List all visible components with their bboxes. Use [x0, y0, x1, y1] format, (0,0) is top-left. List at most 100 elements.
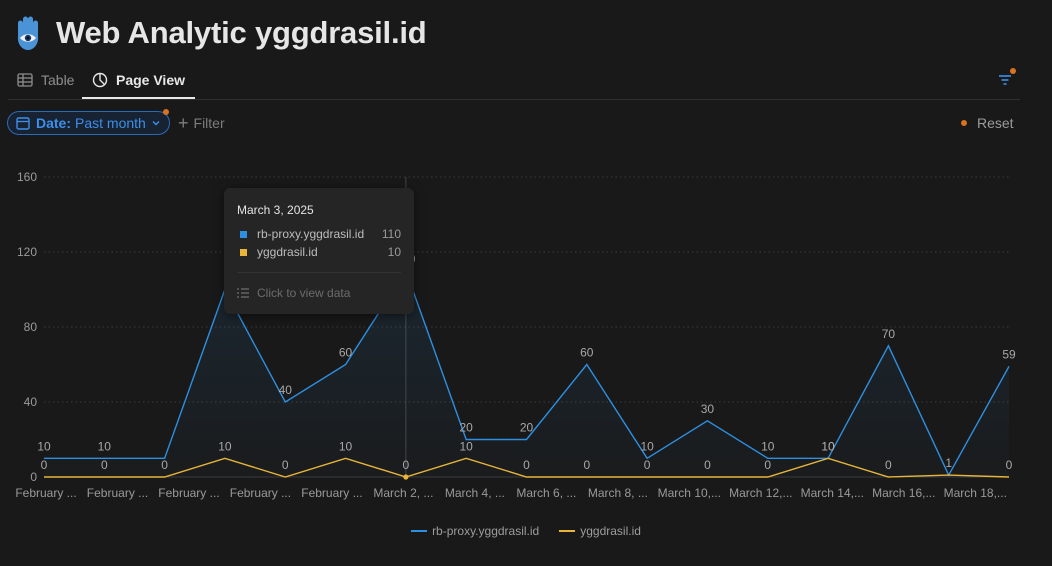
- reset-label: Reset: [977, 115, 1014, 131]
- x-tick-label: March 6, ...: [516, 486, 576, 500]
- series-line: [44, 269, 1010, 477]
- y-tick-label: 40: [24, 395, 38, 409]
- x-tick-label: February ...: [15, 486, 76, 500]
- filter-lines-icon: [999, 75, 1011, 85]
- chart-series: 1010406011020206010301010701590001001001…: [37, 252, 1016, 480]
- series-area: [44, 270, 1009, 477]
- legend-label: rb-proxy.yggdrasil.id: [432, 524, 540, 538]
- legend-item[interactable]: rb-proxy.yggdrasil.id: [411, 524, 539, 538]
- tooltip-series-value: 10: [387, 245, 401, 259]
- tab-table-label: Table: [41, 72, 75, 88]
- tab-table[interactable]: Table: [17, 62, 74, 98]
- add-filter-label: Filter: [193, 115, 225, 131]
- chart-tooltip: March 3, 2025 rb-proxy.yggdrasil.id 110 …: [224, 188, 414, 314]
- date-filter-chip[interactable]: Date: Past month: [7, 109, 170, 135]
- x-tick-label: March 16,...: [872, 486, 935, 500]
- data-label: 40: [279, 383, 293, 397]
- plus-icon: +: [178, 113, 189, 133]
- data-label: 0: [282, 458, 289, 472]
- list-icon: [237, 288, 249, 298]
- data-label: 10: [37, 439, 51, 453]
- x-tick-label: March 10,...: [658, 486, 721, 500]
- date-filter-value: Past month: [75, 115, 146, 131]
- data-label: 20: [460, 421, 474, 435]
- calendar-icon: [16, 117, 30, 130]
- page-header: Web Analytic yggdrasil.id: [12, 10, 427, 56]
- tooltip-row: yggdrasil.id 10: [240, 244, 401, 260]
- chart-x-axis: February ... February ... February ... Febr…: [15, 486, 1007, 500]
- series-hover-point: [403, 474, 409, 480]
- tooltip-row: rb-proxy.yggdrasil.id 110: [240, 226, 401, 242]
- filter-changed-dot: [163, 109, 169, 115]
- data-label: 10: [821, 439, 835, 453]
- x-tick-label: February ...: [87, 486, 148, 500]
- data-label: 1: [945, 456, 952, 470]
- data-label: 0: [1006, 458, 1013, 472]
- data-label: 60: [339, 346, 353, 360]
- data-label: 0: [583, 458, 590, 472]
- data-label: 10: [460, 439, 474, 453]
- view-tabs: Table Page View: [8, 62, 1020, 100]
- chart-legend: rb-proxy.yggdrasil.id yggdrasil.id: [0, 524, 1052, 538]
- series-line: [44, 457, 1010, 478]
- data-label: 30: [701, 402, 715, 416]
- tooltip-series-name: rb-proxy.yggdrasil.id: [257, 227, 365, 241]
- y-tick-label: 80: [24, 320, 38, 334]
- tooltip-series-value: 110: [381, 227, 401, 241]
- reset-indicator-dot: [961, 120, 967, 126]
- data-label: 0: [764, 458, 771, 472]
- legend-swatch: [559, 530, 576, 532]
- data-label: 10: [761, 439, 775, 453]
- click-to-view-data[interactable]: Click to view data: [237, 286, 350, 300]
- data-label: 10: [640, 439, 654, 453]
- pie-chart-icon: [92, 72, 108, 88]
- data-label: 0: [403, 458, 410, 472]
- table-icon: [17, 73, 33, 87]
- hamsa-eye-icon: [17, 16, 39, 50]
- data-label: 0: [161, 458, 168, 472]
- x-tick-label: March 12,...: [729, 486, 792, 500]
- x-tick-label: March 18,...: [944, 486, 1007, 500]
- data-label: 0: [704, 458, 711, 472]
- tooltip-action-label: Click to view data: [257, 286, 351, 300]
- y-tick-label: 160: [17, 170, 37, 184]
- reset-button[interactable]: Reset: [961, 113, 1014, 133]
- tooltip-divider: [237, 272, 401, 273]
- x-tick-label: March 14,...: [801, 486, 864, 500]
- x-tick-label: March 8, ...: [588, 486, 648, 500]
- active-indicator-dot: [1010, 68, 1016, 74]
- x-tick-label: February ...: [158, 486, 219, 500]
- data-label: 0: [101, 458, 108, 472]
- data-label: 0: [885, 458, 892, 472]
- x-tick-label: March 4, ...: [445, 486, 505, 500]
- page-title: Web Analytic yggdrasil.id: [56, 15, 427, 50]
- data-label: 60: [580, 346, 594, 360]
- data-label: 10: [98, 439, 112, 453]
- data-label: 59: [1002, 347, 1016, 361]
- tab-page-view[interactable]: Page View: [82, 62, 196, 99]
- x-tick-label: March 2, ...: [373, 486, 433, 500]
- tooltip-date: March 3, 2025: [237, 203, 314, 217]
- data-label: 10: [218, 439, 232, 453]
- add-filter-button[interactable]: + Filter: [178, 113, 225, 133]
- tooltip-series-name: yggdrasil.id: [257, 245, 318, 259]
- data-label: 10: [339, 439, 353, 453]
- series-swatch: [240, 248, 247, 256]
- chevron-down-icon: [152, 121, 160, 126]
- data-label: 20: [520, 421, 534, 435]
- series-swatch: [240, 230, 247, 238]
- data-label: 0: [41, 458, 48, 472]
- x-tick-label: February ...: [230, 486, 291, 500]
- legend-label: yggdrasil.id: [580, 524, 641, 538]
- legend-item[interactable]: yggdrasil.id: [559, 524, 641, 538]
- data-label: 70: [882, 327, 896, 341]
- legend-swatch: [411, 530, 428, 532]
- sort-filter-button[interactable]: [998, 68, 1016, 86]
- tab-page-view-label: Page View: [116, 72, 186, 88]
- date-filter-key: Date:: [36, 115, 72, 131]
- data-label: 0: [523, 458, 530, 472]
- y-tick-label: 120: [17, 245, 37, 259]
- data-label: 10: [821, 439, 835, 453]
